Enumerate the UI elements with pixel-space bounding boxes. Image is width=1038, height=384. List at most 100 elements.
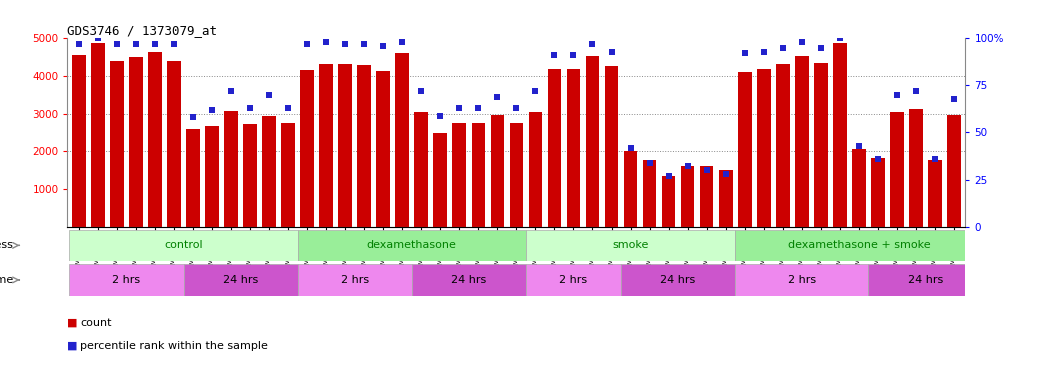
Bar	[700, 166, 713, 227]
Point	[907, 88, 924, 94]
Text: control: control	[164, 240, 202, 250]
Bar	[412, 264, 526, 296]
Bar	[471, 123, 485, 227]
Bar	[585, 56, 599, 227]
Bar	[434, 133, 447, 227]
Bar	[832, 43, 847, 227]
Bar	[320, 64, 333, 227]
Text: 2 hrs: 2 hrs	[112, 275, 140, 285]
Point	[565, 52, 581, 58]
Point	[89, 35, 106, 41]
Text: dexamethasone: dexamethasone	[366, 240, 457, 250]
Bar	[298, 230, 526, 261]
Bar	[526, 264, 621, 296]
Point	[603, 48, 620, 55]
Point	[508, 105, 524, 111]
Bar	[869, 264, 982, 296]
Bar	[414, 112, 428, 227]
Text: 24 hrs: 24 hrs	[452, 275, 487, 285]
Bar	[775, 64, 790, 227]
Text: ■: ■	[67, 318, 78, 328]
Point	[546, 52, 563, 58]
Point	[71, 41, 87, 47]
Text: 2 hrs: 2 hrs	[340, 275, 368, 285]
Text: 2 hrs: 2 hrs	[559, 275, 588, 285]
Bar	[510, 123, 523, 227]
Bar	[621, 264, 735, 296]
Bar	[186, 129, 200, 227]
Point	[699, 167, 715, 173]
Bar	[718, 170, 733, 227]
Bar	[528, 112, 542, 227]
Point	[356, 41, 373, 47]
Bar	[129, 57, 143, 227]
Point	[850, 142, 867, 149]
Point	[774, 45, 791, 51]
Bar	[453, 123, 466, 227]
Bar	[757, 69, 770, 227]
Text: stress: stress	[0, 240, 13, 250]
Bar	[91, 43, 105, 227]
Point	[622, 144, 638, 151]
Point	[394, 39, 411, 45]
Bar	[890, 112, 904, 227]
Point	[242, 105, 258, 111]
Point	[679, 163, 695, 169]
Text: 24 hrs: 24 hrs	[223, 275, 258, 285]
Point	[470, 105, 487, 111]
Bar	[605, 66, 619, 227]
Bar	[947, 115, 961, 227]
Text: 2 hrs: 2 hrs	[788, 275, 816, 285]
Text: percentile rank within the sample: percentile rank within the sample	[80, 341, 268, 351]
Text: smoke: smoke	[612, 240, 649, 250]
Point	[756, 48, 772, 55]
Point	[717, 171, 734, 177]
Point	[375, 43, 391, 49]
Point	[527, 88, 544, 94]
Point	[185, 114, 201, 121]
Point	[128, 41, 144, 47]
Point	[452, 105, 468, 111]
Bar	[662, 176, 676, 227]
Point	[109, 41, 126, 47]
Point	[413, 88, 430, 94]
Point	[261, 92, 277, 98]
Bar	[167, 61, 181, 227]
Point	[584, 41, 601, 47]
Point	[489, 94, 506, 100]
Point	[641, 159, 658, 166]
Bar	[852, 149, 866, 227]
Bar	[909, 109, 923, 227]
Point	[736, 50, 753, 56]
Bar	[263, 116, 276, 227]
Point	[660, 173, 677, 179]
Bar	[395, 53, 409, 227]
Point	[318, 39, 334, 45]
Bar	[548, 68, 562, 227]
Bar	[110, 61, 124, 227]
Bar	[928, 160, 941, 227]
Bar	[377, 71, 390, 227]
Bar	[243, 124, 257, 227]
Point	[166, 41, 183, 47]
Bar	[224, 111, 238, 227]
Bar	[814, 63, 827, 227]
Point	[870, 156, 886, 162]
Point	[432, 113, 448, 119]
Bar	[643, 160, 656, 227]
Bar	[735, 230, 982, 261]
Bar	[624, 151, 637, 227]
Bar	[795, 56, 809, 227]
Text: count: count	[80, 318, 111, 328]
Point	[299, 41, 316, 47]
Bar	[871, 158, 884, 227]
Point	[146, 41, 163, 47]
Bar	[184, 264, 298, 296]
Bar	[491, 115, 504, 227]
Bar	[338, 64, 352, 227]
Bar	[681, 166, 694, 227]
Text: time: time	[0, 275, 13, 285]
Text: 24 hrs: 24 hrs	[908, 275, 943, 285]
Bar	[300, 70, 315, 227]
Bar	[526, 230, 735, 261]
